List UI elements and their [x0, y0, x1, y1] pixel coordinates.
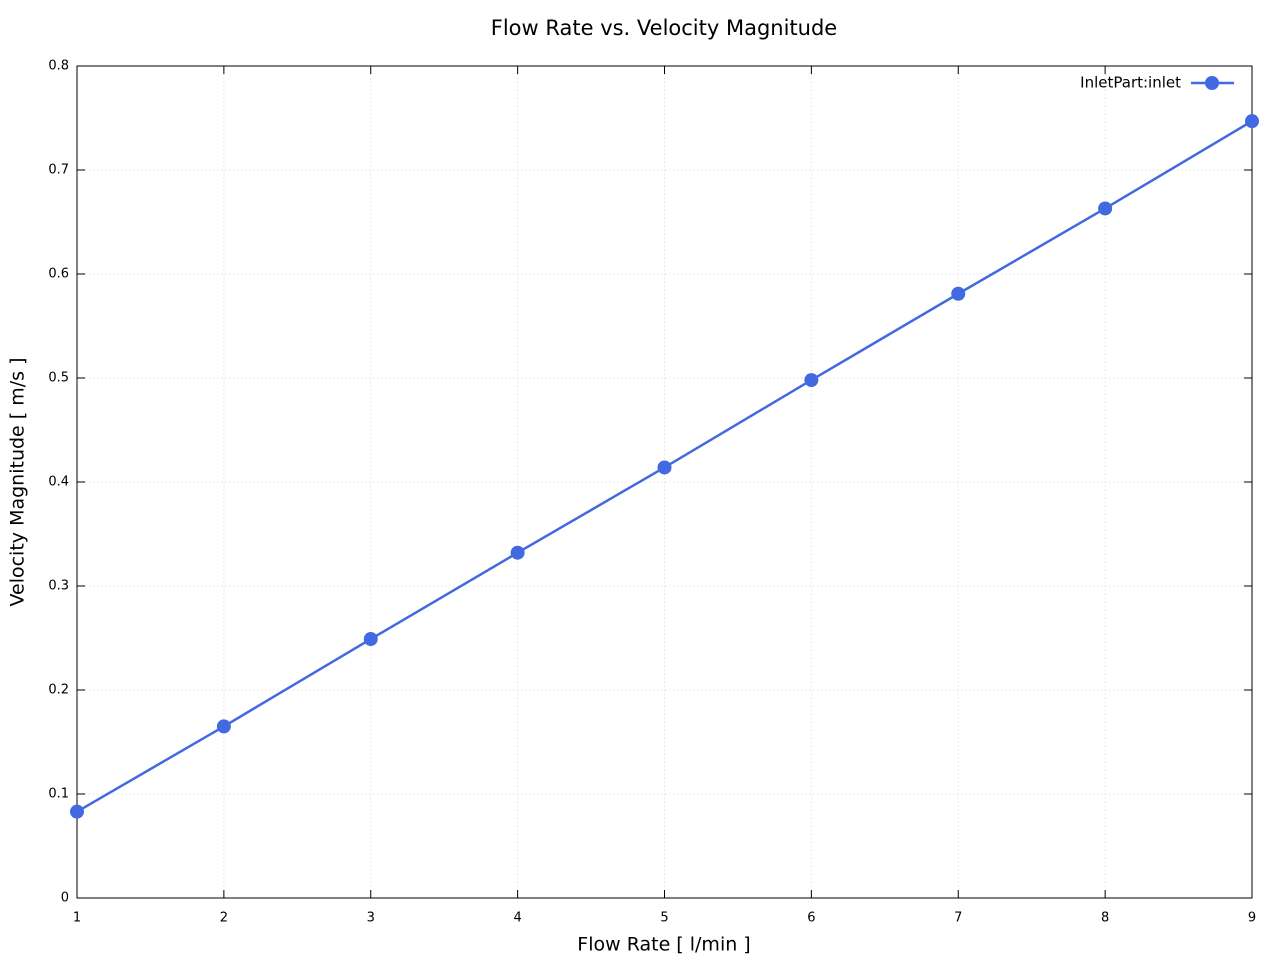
- y-tick-label: 0.8: [48, 59, 69, 74]
- y-tick-label: 0.4: [48, 475, 69, 490]
- data-point: [216, 719, 231, 734]
- y-tick-label: 0.7: [48, 163, 69, 178]
- x-tick-label: 6: [807, 911, 815, 926]
- data-point: [363, 632, 378, 647]
- x-tick-label: 8: [1101, 911, 1109, 926]
- y-tick-label: 0.5: [48, 371, 69, 386]
- x-axis-label: Flow Rate [ l/min ]: [577, 934, 750, 956]
- y-tick-label: 0.3: [48, 579, 69, 594]
- data-point: [1245, 114, 1259, 129]
- legend-marker: [1205, 76, 1219, 90]
- x-tick-label: 4: [513, 911, 521, 926]
- y-tick-label: 0.1: [48, 787, 69, 802]
- data-point: [804, 373, 819, 388]
- y-tick-label: 0.6: [48, 267, 69, 282]
- y-axis-label: Velocity Magnitude [ m/s ]: [7, 358, 29, 607]
- y-tick-label: 0: [61, 891, 69, 906]
- data-point: [70, 804, 84, 819]
- x-tick-label: 7: [954, 911, 962, 926]
- y-tick-label: 0.2: [48, 683, 69, 698]
- x-tick-label: 1: [73, 911, 81, 926]
- data-point: [510, 545, 525, 560]
- chart-title: Flow Rate vs. Velocity Magnitude: [491, 16, 837, 40]
- x-tick-label: 9: [1248, 911, 1256, 926]
- data-point: [657, 460, 672, 475]
- x-tick-label: 3: [367, 911, 375, 926]
- legend-label: InletPart:inlet: [1080, 74, 1181, 92]
- plot-frame: [76, 65, 1253, 899]
- x-tick-label: 5: [660, 911, 668, 926]
- data-point: [951, 286, 966, 301]
- data-point: [1098, 201, 1113, 216]
- x-tick-label: 2: [220, 911, 228, 926]
